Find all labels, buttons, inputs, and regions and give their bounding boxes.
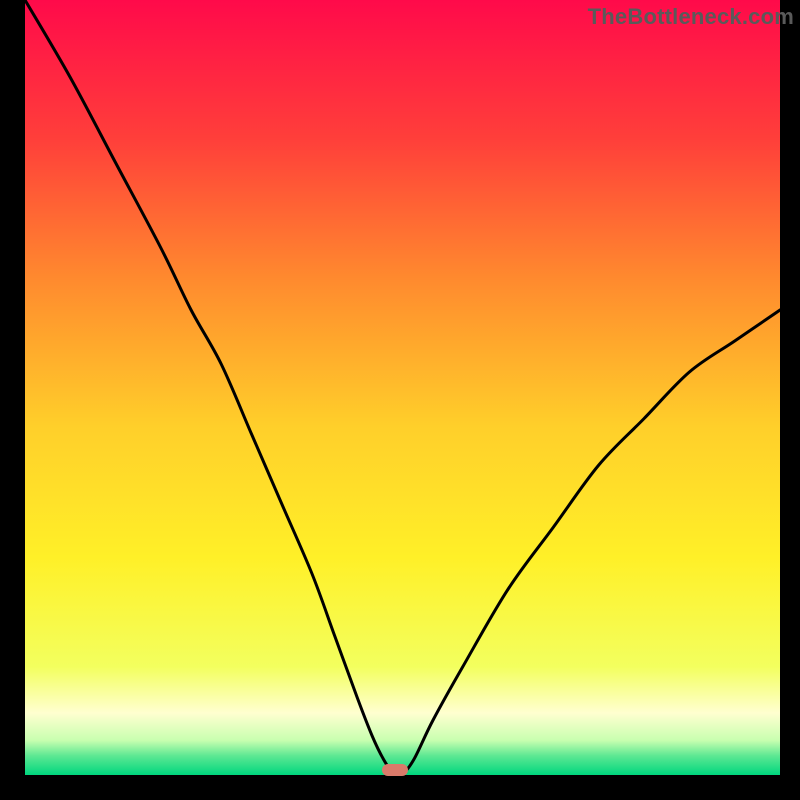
background-gradient — [25, 0, 780, 775]
watermark-text: TheBottleneck.com — [588, 4, 794, 30]
plot-area — [25, 0, 780, 775]
chart-frame: TheBottleneck.com — [0, 0, 800, 800]
optimal-point-marker — [382, 764, 408, 776]
